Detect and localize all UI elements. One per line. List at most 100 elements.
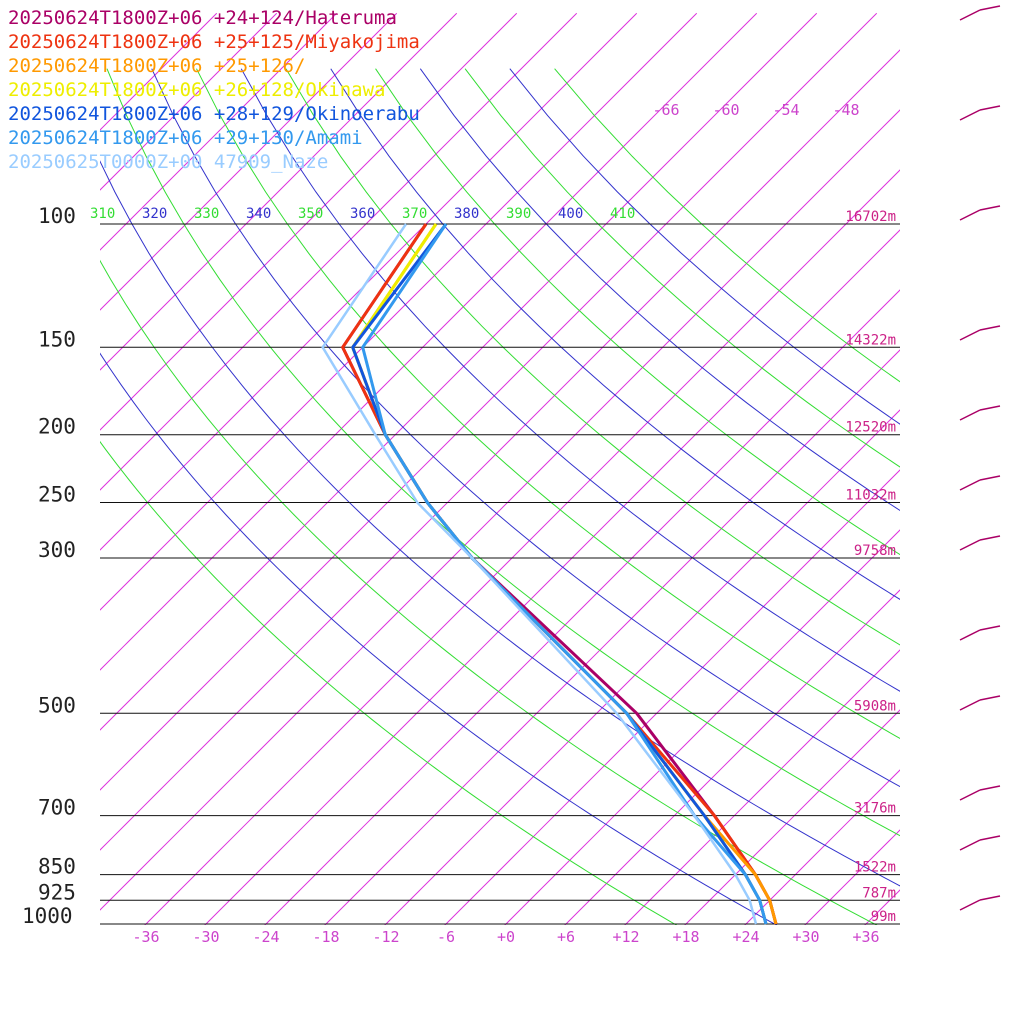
isotherm-line [804, 829, 900, 925]
dry-adiabat-line [330, 68, 900, 600]
legend-entry: 20250624T1800Z+06 +26+128/Okinawa [8, 79, 386, 101]
isotherm-line [100, 12, 758, 671]
legend-entry: 20250624T1800Z+06 +29+130/Amami [8, 127, 363, 149]
dry-adiabat-line [151, 68, 900, 788]
wind-barb [959, 479, 981, 491]
isotherm-top-label: -48 [832, 101, 859, 119]
legend-entry: 20250625T0000Z+00 47909_Naze [8, 151, 328, 173]
pressure-label: 100 [38, 204, 76, 228]
pressure-label: 1000 [22, 904, 73, 928]
wind-barb-flag [979, 895, 1001, 901]
isotherm-line [744, 769, 900, 925]
pressure-label: 700 [38, 796, 76, 820]
dry-adiabat-line [100, 440, 678, 925]
x-tick-label: -30 [192, 928, 219, 946]
x-tick-label: +0 [497, 928, 515, 946]
isotherm-line [624, 649, 900, 925]
dry-adiabat-line [375, 68, 900, 556]
theta-label: 360 [350, 206, 375, 222]
legend-entry: 20250624T1800Z+06 +28+129/Okinoerabu [8, 103, 420, 125]
dry-adiabat-line [106, 68, 900, 837]
theta-label: 410 [610, 206, 635, 222]
theta-label: 350 [298, 206, 323, 222]
wind-barb [959, 329, 981, 341]
height-label: 1522m [854, 860, 896, 876]
wind-barb-flag [979, 835, 1001, 841]
height-label: 3176m [854, 801, 896, 817]
wind-barb [959, 109, 981, 121]
theta-label: 400 [558, 206, 583, 222]
temperature-trace [351, 223, 778, 925]
pressure-label: 250 [38, 483, 76, 507]
pressure-label: 200 [38, 415, 76, 439]
theta-label: 310 [90, 206, 115, 222]
isotherm-line [100, 12, 818, 731]
dry-adiabat-line [464, 68, 900, 468]
legend-entry: 20250624T1800Z+06 +24+124/Hateruma [8, 7, 397, 29]
legend: 20250624T1800Z+06 +24+124/Hateruma 202506… [8, 7, 420, 173]
wind-barb-flag [979, 205, 1001, 211]
wind-barb-flag [979, 325, 1001, 331]
temperature-trace [341, 223, 778, 925]
temperature-trace [351, 223, 768, 925]
height-label: 12520m [845, 420, 896, 436]
wind-barb-flag [979, 625, 1001, 631]
isotherm-line [911, 13, 1024, 939]
wind-barb [959, 539, 981, 551]
legend-entry: 20250624T1800Z+06 +25+126/ [8, 55, 305, 77]
theta-label: 340 [246, 206, 271, 222]
x-tick-label: +18 [672, 928, 699, 946]
height-label: 14322m [845, 332, 896, 348]
wind-barb [959, 699, 981, 711]
dry-adiabat-line [196, 68, 900, 740]
theta-label: 370 [402, 206, 427, 222]
pressure-lines [100, 223, 900, 925]
isotherm-line [324, 349, 900, 925]
isotherm-top-label: -66 [652, 101, 679, 119]
x-tick-label: +36 [852, 928, 879, 946]
sounding-traces [321, 223, 778, 925]
pressure-label: 850 [38, 855, 76, 879]
dry-adiabat-line [509, 68, 900, 425]
wind-barb [959, 629, 981, 641]
dry-adiabat-line [240, 68, 900, 692]
wind-barb-flag [979, 695, 1001, 701]
temperature-trace [321, 223, 758, 925]
wind-barb-flag [979, 475, 1001, 481]
isotherm-top-label: -60 [712, 101, 739, 119]
isotherm-line [100, 12, 578, 491]
isotherm-line [100, 109, 900, 911]
height-label: 787m [862, 885, 896, 901]
wind-barb [959, 209, 981, 221]
isotherm-line [504, 529, 900, 925]
x-tick-label: -36 [132, 928, 159, 946]
height-label: 11032m [845, 488, 896, 504]
temperature-trace [361, 223, 768, 925]
isotherm-line [100, 12, 698, 611]
wind-barbs [959, 5, 1001, 911]
wind-barb-flag [979, 785, 1001, 791]
x-tick-label: +24 [732, 928, 759, 946]
wind-barb-flag [979, 535, 1001, 541]
isotherm-line [100, 49, 900, 851]
theta-label: 330 [194, 206, 219, 222]
height-label: 16702m [845, 209, 896, 225]
x-tick-label: -6 [437, 928, 455, 946]
isotherm-line [204, 229, 900, 925]
isotherm-top-label: -54 [772, 101, 799, 119]
pressure-label: 500 [38, 693, 76, 717]
isotherm-line [100, 12, 878, 791]
theta-label: 390 [506, 206, 531, 222]
dry-adiabat-line [419, 68, 900, 512]
dry-adiabat-line [285, 68, 900, 646]
isotherm-line [684, 709, 900, 925]
pressure-label: 150 [38, 327, 76, 351]
isotherm-line [564, 589, 900, 925]
wind-barb-flag [979, 5, 1001, 11]
grid-layer [100, 12, 1024, 939]
labels-layer: 100 16702m 150 14322m 200 12520m 250 11032m 300 9… [22, 101, 896, 946]
temperature-trace [341, 223, 778, 925]
wind-barb [959, 409, 981, 421]
isotherm-line [144, 169, 900, 925]
